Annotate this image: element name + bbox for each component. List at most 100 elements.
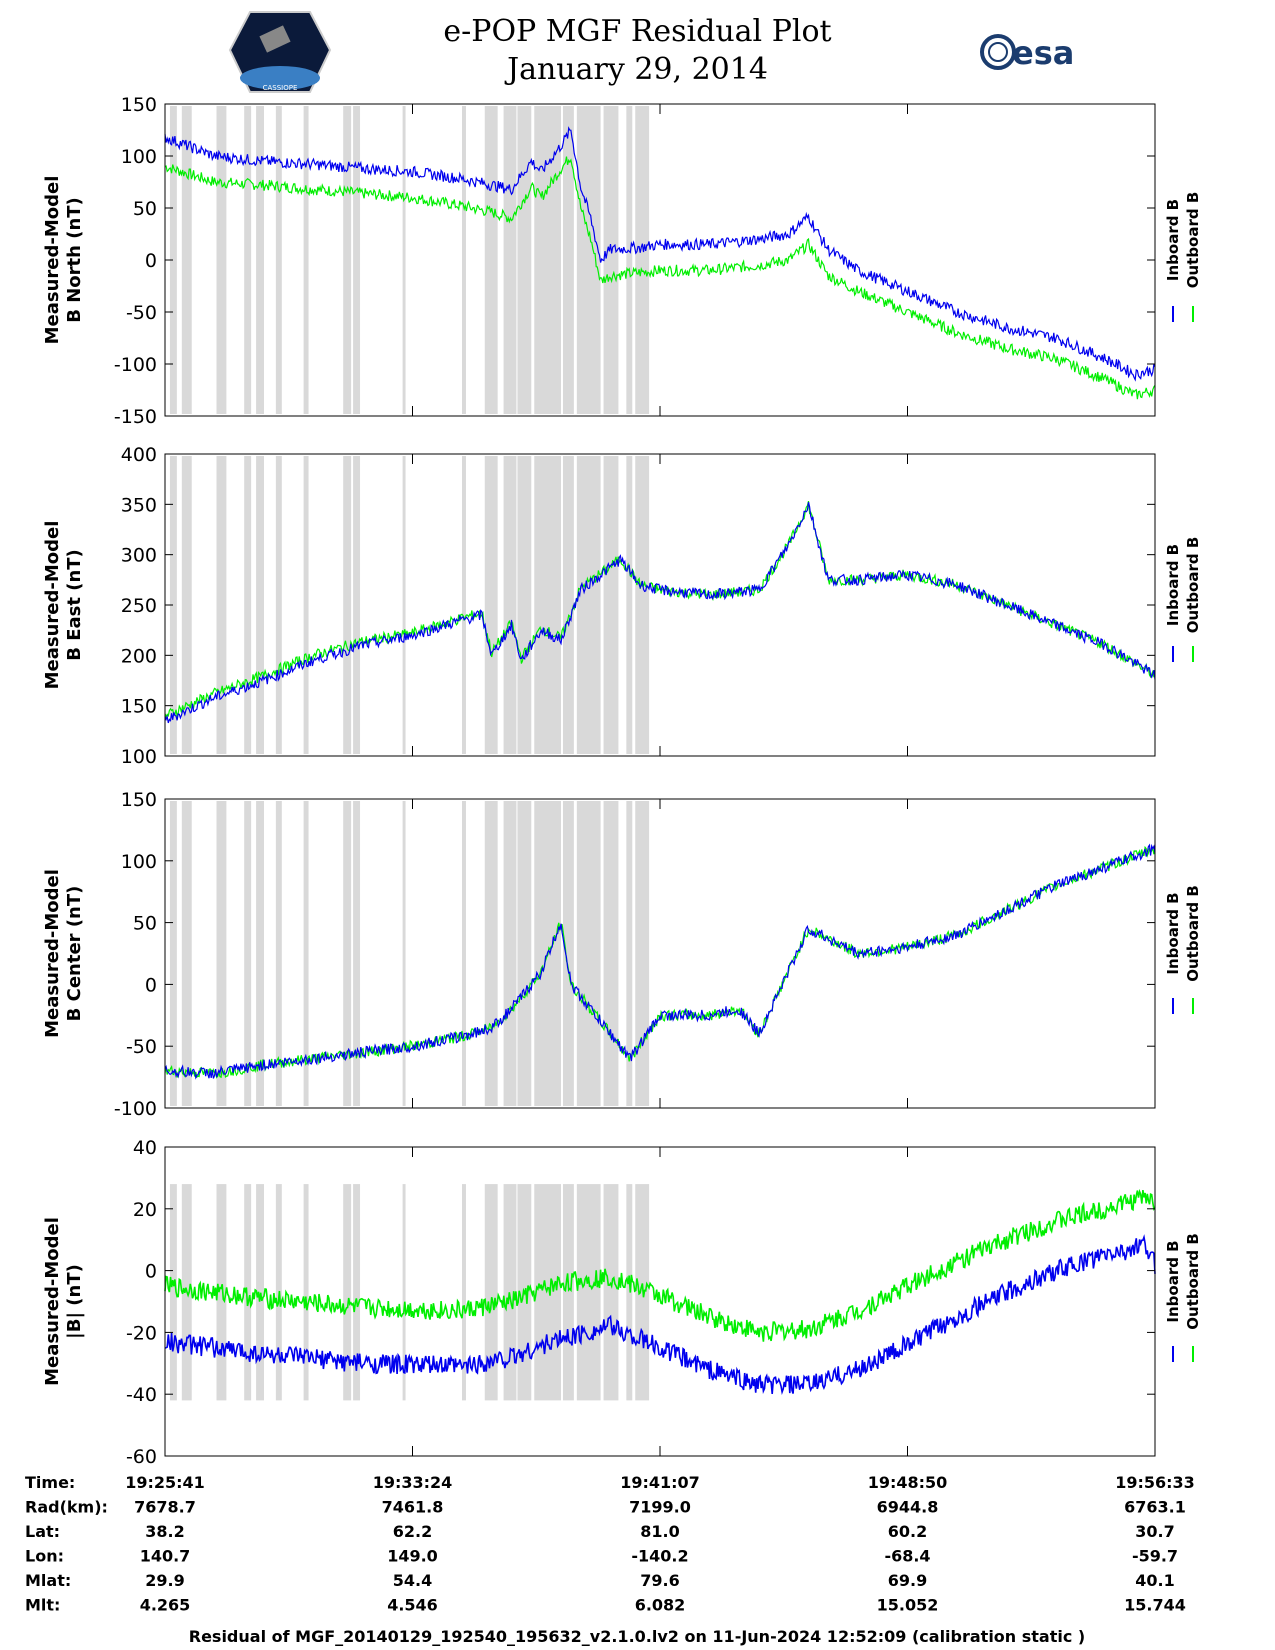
ephemeris-value: -59.7 — [1132, 1547, 1178, 1566]
ephemeris-value: 140.7 — [140, 1547, 191, 1566]
y-axis-label-line2: B East (nT) — [64, 549, 85, 661]
series-line-outboard — [164, 156, 1156, 400]
legend-outboard-label: Outboard B — [1184, 537, 1202, 634]
shade-band — [603, 801, 619, 1106]
ephemeris-value: -140.2 — [631, 1547, 688, 1566]
legend-inboard-label: Inboard B — [1164, 199, 1182, 281]
y-tick-label: -20 — [126, 1322, 157, 1344]
series-line-outboard — [164, 500, 1156, 719]
shade-band — [562, 801, 574, 1106]
shade-band — [534, 456, 561, 754]
panel-2: 400 350 300 250 200 150 100 Measured-Model B Eas… — [42, 444, 1202, 768]
shade-band — [635, 1184, 650, 1401]
ephemeris-value: 29.9 — [145, 1571, 184, 1590]
shade-band — [256, 801, 264, 1106]
legend-inboard-label: Inboard B — [1164, 892, 1182, 974]
shade-band — [576, 1184, 601, 1401]
y-tick-label: 150 — [121, 696, 157, 718]
shade-band — [576, 801, 601, 1106]
ephemeris-value: 4.265 — [140, 1596, 191, 1615]
shade-band — [576, 106, 601, 414]
legend-outboard-label: Outboard B — [1184, 885, 1202, 982]
shade-band — [256, 456, 264, 754]
shade-band — [216, 1184, 227, 1401]
ephemeris-value: 81.0 — [640, 1522, 679, 1541]
series-line-outboard — [164, 1188, 1156, 1342]
ephemeris-value: 15.052 — [877, 1596, 939, 1615]
shade-band — [484, 456, 498, 754]
y-tick-label: 40 — [133, 1137, 157, 1159]
shade-band — [181, 456, 192, 754]
shade-band — [484, 1184, 498, 1401]
legend-inboard-label: Inboard B — [1164, 544, 1182, 626]
shade-band — [603, 456, 619, 754]
y-tick-label: 250 — [121, 595, 157, 617]
ephemeris-value: 7461.8 — [382, 1498, 444, 1517]
shade-band — [462, 456, 466, 754]
esa-logo: esa — [980, 34, 1074, 72]
ephemeris-value: 6763.1 — [1124, 1498, 1186, 1517]
ephemeris-row-label: Lat: — [25, 1522, 60, 1541]
shade-band — [517, 106, 532, 414]
y-tick-label: 400 — [121, 444, 157, 466]
y-tick-label: -50 — [126, 1036, 157, 1058]
y-tick-label: 0 — [145, 974, 157, 996]
shade-band — [503, 456, 517, 754]
ephemeris-value: 7678.7 — [134, 1498, 196, 1517]
ephemeris-value: 6944.8 — [877, 1498, 939, 1517]
shade-band — [303, 1184, 309, 1401]
series-line-inboard — [164, 126, 1156, 382]
ephemeris-value: 69.9 — [888, 1571, 927, 1590]
shade-band — [343, 801, 352, 1106]
page-title-line1: e-POP MGF Residual Plot — [443, 14, 832, 49]
shade-band — [462, 106, 466, 414]
shade-band — [303, 106, 309, 414]
ephemeris-value: 4.546 — [387, 1596, 438, 1615]
shade-band — [503, 801, 517, 1106]
shade-band — [603, 1184, 619, 1401]
y-tick-label: 350 — [121, 494, 157, 516]
y-tick-label: 20 — [133, 1199, 157, 1221]
y-tick-label: 0 — [145, 250, 157, 272]
shade-band — [562, 1184, 574, 1401]
y-axis-label-line1: Measured-Model — [42, 869, 63, 1038]
panel-3: 150 100 50 0 -50 -100 Measured-Model B Center (… — [42, 789, 1202, 1120]
shade-band — [635, 801, 650, 1106]
shade-band — [503, 106, 517, 414]
shade-band — [256, 1184, 264, 1401]
cassiope-logo-text: CASSIOPE — [263, 84, 298, 92]
shade-band — [216, 456, 227, 754]
y-tick-label: -60 — [126, 1446, 157, 1468]
series-line-outboard — [164, 845, 1156, 1079]
y-tick-label: 150 — [121, 94, 157, 116]
y-tick-label: 100 — [121, 146, 157, 168]
legend-outboard-label: Outboard B — [1184, 192, 1202, 289]
y-tick-label: 150 — [121, 789, 157, 811]
y-tick-label: -100 — [114, 354, 157, 376]
series-line-inboard — [164, 1234, 1156, 1396]
panel-1: 150 100 50 0 -50 -100 -150 Measured-Model B Nort… — [42, 94, 1202, 428]
shade-band — [353, 456, 361, 754]
shade-band — [343, 106, 352, 414]
shade-band — [275, 801, 282, 1106]
shade-band — [534, 1184, 561, 1401]
panel-frame — [164, 798, 1156, 1109]
y-tick-label: 200 — [121, 645, 157, 667]
series-line-inboard — [164, 502, 1156, 724]
y-axis-label-line2: B North (nT) — [64, 197, 85, 323]
shade-band — [626, 106, 633, 414]
shade-band — [402, 801, 406, 1106]
shade-band — [534, 106, 561, 414]
shade-band — [256, 106, 264, 414]
x-tick-label: 19:25:41 — [125, 1473, 205, 1492]
shade-band — [244, 456, 252, 754]
footer-note: Residual of MGF_20140129_192540_195632_v… — [189, 1627, 1085, 1646]
y-axis-label-line1: Measured-Model — [42, 1217, 63, 1386]
shade-band — [244, 801, 252, 1106]
y-tick-label: 100 — [121, 851, 157, 873]
y-tick-label: -50 — [126, 302, 157, 324]
ephemeris-value: 149.0 — [387, 1547, 438, 1566]
shade-band — [402, 1184, 406, 1401]
ephemeris-value: 60.2 — [888, 1522, 927, 1541]
shade-band — [562, 456, 574, 754]
